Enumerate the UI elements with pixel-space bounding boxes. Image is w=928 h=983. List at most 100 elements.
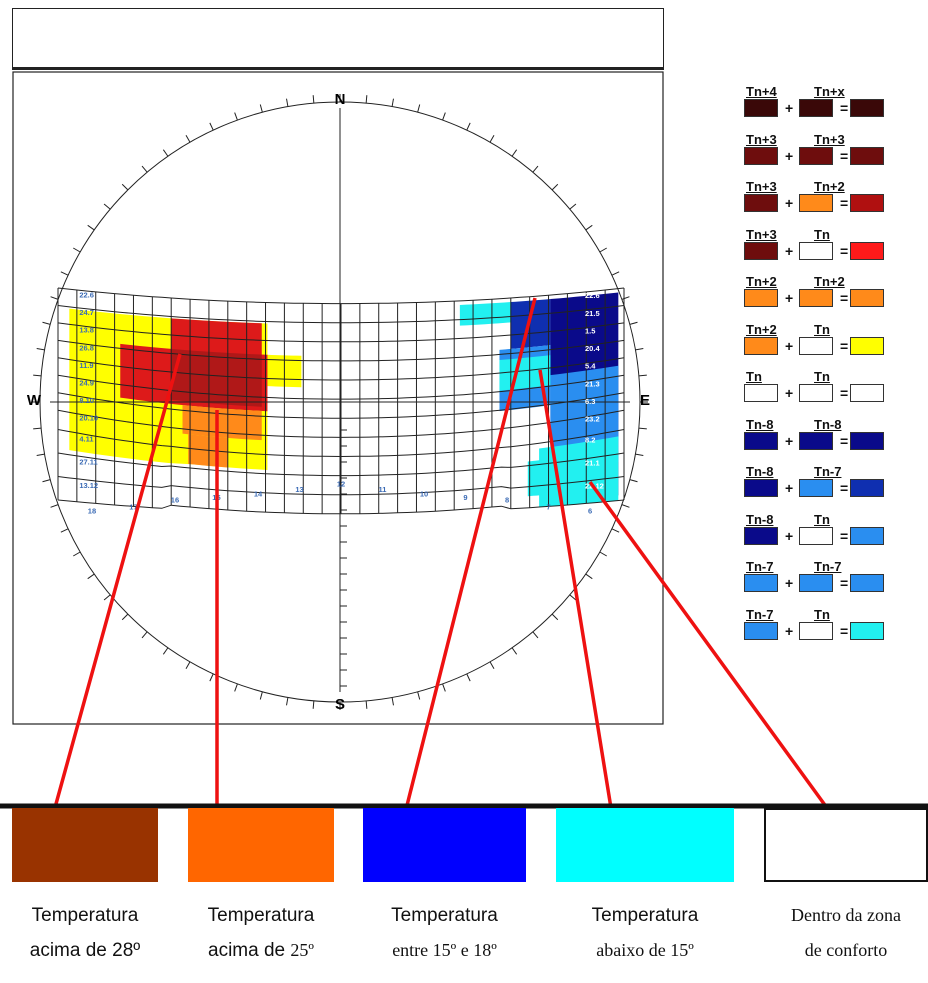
azimuth-tick (36, 348, 45, 351)
category-label-15-18: Temperatura entre 15º e 18º (353, 898, 536, 968)
legend-row: Tn-7 Tn + = (744, 607, 928, 655)
legend-plus: + (785, 147, 794, 164)
hour-label: 6 (588, 507, 592, 516)
legend-swatch-result (850, 526, 884, 545)
legend-plus: + (785, 432, 794, 449)
legend-swatch-a (744, 526, 778, 545)
legend-label-a: Tn-8 (746, 511, 774, 527)
azimuth-tick (36, 453, 45, 456)
legend-swatch-a (744, 289, 778, 307)
legend-plus: + (785, 290, 794, 306)
azimuth-tick (286, 98, 289, 107)
legend-swatch-result (850, 99, 884, 117)
azimuth-tick (585, 573, 593, 580)
azimuth-tick (511, 149, 518, 157)
azimuth-tick (234, 112, 238, 121)
azimuth-tick (466, 673, 471, 682)
category-swatch-above-25 (188, 808, 334, 882)
hour-label: 16 (171, 496, 179, 505)
category-label-line2: acima de 25º (178, 933, 344, 968)
legend-swatch-result (850, 479, 884, 497)
legend-label-b: Tn+3 (814, 131, 845, 147)
legend-swatch-b (799, 241, 833, 260)
legend-label-b: Tn (814, 369, 830, 384)
azimuth-tick (551, 183, 559, 191)
azimuth-tick (629, 321, 638, 325)
hour-label: 10 (420, 489, 428, 498)
legend-label-a: Tn (746, 369, 762, 384)
legend-swatch-result (850, 431, 884, 450)
legend-plus: + (785, 527, 794, 544)
legend-equals: = (840, 337, 849, 354)
legend-swatch-b (799, 431, 833, 450)
category-label-above-25: Temperatura acima de 25º (178, 898, 344, 968)
azimuth-tick (33, 427, 42, 430)
azimuth-tick (611, 528, 620, 533)
legend-row: Tn+4 Tn+x + = (744, 84, 928, 132)
fill-cold-cyan-edge (527, 458, 551, 497)
category-label-above-28: Temperatura acima de 28º (2, 898, 168, 968)
azimuth-tick (532, 165, 539, 173)
date-label-right: 22.6 (585, 291, 600, 300)
legend-equals: = (840, 242, 849, 259)
legend-equals: = (840, 432, 849, 449)
azimuth-tick (569, 594, 577, 601)
date-label-right: 21.3 (585, 379, 600, 388)
legend-label-b: Tn (814, 226, 830, 242)
azimuth-tick (635, 348, 644, 351)
azimuth-tick (391, 697, 394, 706)
azimuth-tick (532, 631, 539, 639)
legend-swatch-result (850, 146, 884, 165)
azimuth-tick (312, 95, 315, 104)
hour-label: 18 (88, 507, 96, 516)
legend-swatch-b (799, 336, 833, 355)
south-label: S (335, 696, 345, 713)
legend-row: Tn-7 Tn-7 + = (744, 559, 928, 607)
date-label-left: 8.10 (79, 396, 94, 405)
azimuth-tick (286, 697, 289, 706)
date-label-left: 24.9 (79, 378, 94, 387)
azimuth-tick (259, 691, 263, 700)
legend-swatch-b (799, 574, 833, 592)
azimuth-tick (73, 551, 81, 557)
legend-row: Tn+3 Tn + = (744, 227, 928, 275)
category-label-line1: Temperatura (207, 905, 315, 926)
legend-plus: + (785, 622, 794, 639)
hour-label: 7 (546, 503, 550, 512)
legend-swatch-result (850, 574, 884, 592)
legend-label-b: Tn (814, 606, 830, 622)
date-label-right: 21.5 (585, 309, 600, 318)
legend-swatch-result (850, 621, 884, 640)
azimuth-tick (442, 112, 446, 121)
azimuth-tick (87, 224, 95, 231)
azimuth-tick (42, 479, 51, 483)
legend-label-a: Tn-7 (746, 606, 774, 622)
date-label-left: 13.8 (79, 326, 94, 335)
azimuth-tick (511, 647, 518, 655)
legend-swatch-a (744, 621, 778, 640)
azimuth-tick (638, 374, 647, 377)
legend-swatch-b (799, 194, 833, 212)
azimuth-tick (621, 504, 630, 508)
date-label-right: 5.4 (585, 362, 596, 371)
azimuth-tick (489, 661, 495, 669)
hour-label: 11 (379, 485, 387, 494)
date-label-left: 11.9 (79, 361, 93, 370)
date-label-left: 26.8 (79, 343, 94, 352)
legend-label-a: Tn+3 (746, 226, 777, 242)
azimuth-tick (141, 165, 148, 173)
date-label-right: 6.3 (585, 397, 595, 406)
date-label-right: 21.1 (585, 459, 600, 468)
category-label-line1: Temperatura (391, 905, 498, 926)
legend-label-a: Tn-8 (746, 464, 774, 479)
azimuth-tick (73, 247, 81, 253)
arrow-to-below-15 (538, 369, 617, 845)
legend-swatch-a (744, 384, 778, 402)
legend-swatch-b (799, 621, 833, 640)
chart-title-box (12, 8, 664, 70)
category-label-line1: Temperatura (591, 905, 699, 926)
date-label-left: 22.6 (79, 290, 94, 299)
azimuth-tick (312, 700, 315, 709)
azimuth-tick (638, 427, 647, 430)
